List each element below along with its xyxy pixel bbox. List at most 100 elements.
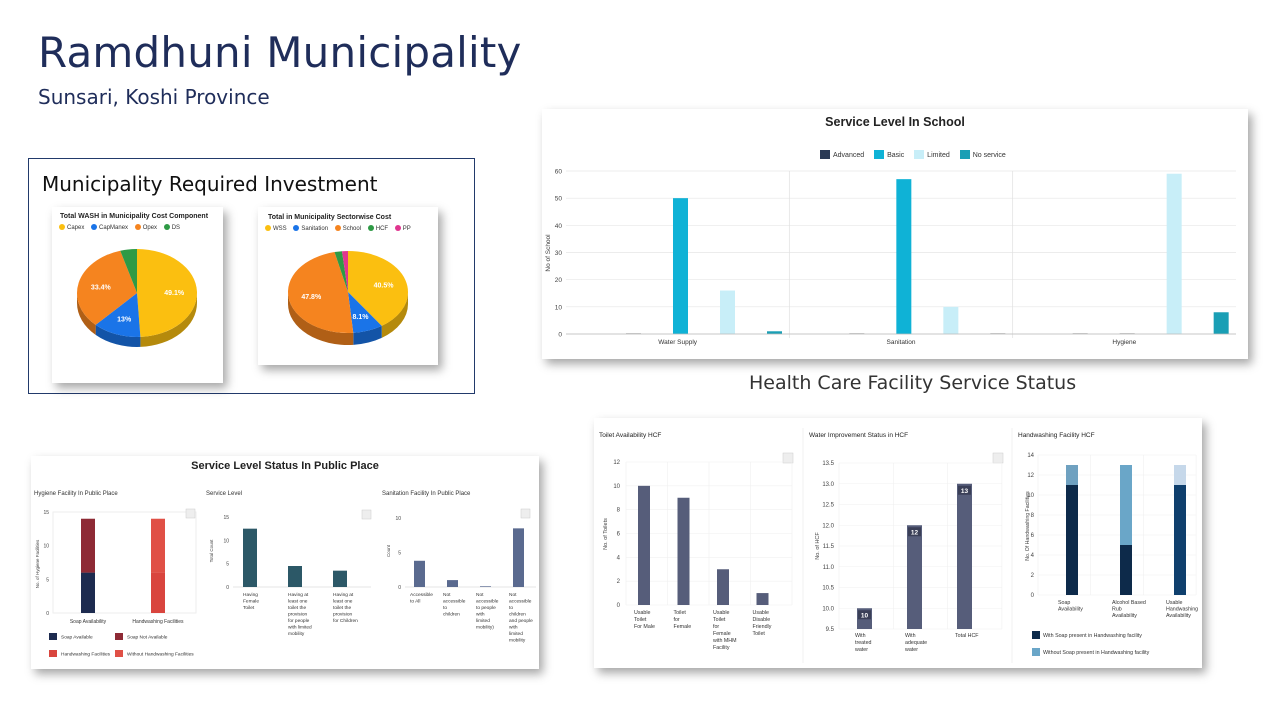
y-tick-label: 12	[1027, 473, 1034, 479]
pie-slice	[341, 251, 348, 292]
x-tick-label: Toilet	[713, 617, 726, 623]
bar	[151, 572, 165, 613]
x-tick-label: limited	[509, 631, 523, 637]
legend-dot	[367, 225, 374, 231]
bar	[243, 528, 257, 587]
y-tick-label: 10	[613, 484, 620, 490]
pie-slice	[288, 252, 354, 333]
y-tick-label: 11.5	[823, 544, 835, 550]
bar	[896, 179, 912, 334]
legend-label: WSS	[273, 226, 287, 232]
bar	[943, 306, 959, 334]
legend-label: Handwashing Facilities	[61, 652, 111, 658]
bar	[1120, 465, 1132, 545]
y-tick-label: 12	[613, 460, 620, 466]
pie-value-label: 49.1%	[164, 290, 185, 297]
pie-value-label: 13%	[117, 317, 132, 324]
legend-swatch	[1032, 648, 1040, 656]
bar	[1166, 173, 1182, 334]
pie-slice	[95, 293, 141, 337]
x-tick-label: adequate	[905, 640, 927, 646]
x-tick-label: water	[905, 647, 918, 653]
x-tick-label: Not	[476, 592, 484, 598]
x-tick-label: Not	[443, 592, 451, 598]
legend-swatch	[115, 633, 123, 640]
bar	[767, 331, 782, 334]
legend-dot	[293, 225, 300, 231]
x-tick-label: for	[674, 617, 680, 623]
bar	[638, 485, 650, 605]
legend-label: Limited	[927, 152, 950, 159]
x-tick-label: Total HCF	[955, 633, 979, 639]
bar	[1174, 485, 1186, 595]
x-tick-label: Availability	[1058, 607, 1083, 613]
x-tick-label: Toilet	[634, 617, 647, 623]
y-tick-label: 40	[555, 223, 563, 230]
x-tick-label: Toilet	[753, 631, 766, 637]
legend-dot	[91, 224, 98, 230]
bar	[677, 497, 690, 605]
x-tick-label: Disable	[753, 617, 771, 623]
x-tick-label: mobility	[509, 638, 526, 644]
x-tick-label: least one	[333, 599, 353, 605]
y-axis-label: No of School	[545, 234, 552, 272]
x-tick-label: to	[509, 605, 513, 611]
data-label-bg	[858, 610, 871, 620]
x-tick-label: Alcohol Based	[1112, 600, 1146, 606]
y-tick-label: 10	[1027, 493, 1034, 499]
legend-label: Without Handwashing Facilities	[127, 652, 194, 658]
pie-side	[381, 292, 408, 338]
legend-label: No service	[972, 152, 1006, 159]
x-tick-label: toilet the	[333, 605, 351, 611]
x-tick-label: Toilet	[674, 610, 687, 616]
pie-value-label: 33.4%	[91, 285, 112, 292]
y-tick-label: 15	[43, 510, 49, 516]
x-tick-label: Usable	[1166, 600, 1183, 606]
x-tick-label: to All	[410, 599, 420, 605]
page-subtitle: Sunsari, Koshi Province	[38, 85, 270, 109]
y-tick-label: 5	[398, 551, 401, 557]
data-label-bg	[908, 527, 921, 537]
school-chart-title: Service Level In School	[825, 115, 965, 129]
pie-legend-cost: Capex CapManex Opex DS	[54, 224, 180, 231]
legend-dot	[334, 225, 341, 231]
x-tick-label: treated	[855, 640, 872, 646]
public-place-title: Service Level Status In Public Place	[191, 460, 379, 472]
legend-swatch	[49, 650, 57, 657]
y-tick-label: 0	[558, 332, 562, 339]
pie-title-cost: Total WASH in Municipality Cost Componen…	[60, 213, 209, 220]
y-tick-label: 10	[43, 544, 49, 550]
x-tick-label: Soap Availability	[70, 619, 107, 625]
x-tick-label: for	[713, 624, 719, 630]
bar	[1120, 545, 1132, 595]
plot-frame	[52, 511, 197, 614]
y-tick-label: 8	[617, 508, 621, 514]
y-tick-label: 6	[617, 532, 621, 538]
x-tick-label: accessible	[443, 599, 466, 605]
pie-card-cost: Total WASH in Municipality Cost Componen…	[52, 207, 223, 383]
pp-hygiene-title: Hygiene Facility In Public Place	[34, 491, 118, 497]
public-place-card: Service Level Status In Public Place Hyg…	[31, 456, 539, 669]
y-tick-label: 10	[223, 538, 229, 544]
x-tick-label: accessible	[509, 599, 532, 605]
pie-slice	[137, 249, 198, 337]
data-label-bg	[958, 485, 971, 495]
pie-side	[353, 325, 382, 345]
legend-label: School	[342, 226, 362, 232]
y-tick-label: 13.5	[822, 461, 834, 467]
y-tick-label: 20	[555, 277, 563, 284]
legend-label: Advanced	[833, 152, 865, 159]
x-tick-label: Soap	[1058, 600, 1070, 606]
y-tick-label: 4	[617, 555, 621, 561]
y-axis-label: No. of HCF	[815, 532, 821, 560]
x-tick-label: Sanitation	[887, 339, 916, 346]
y-tick-label: 0	[226, 585, 229, 591]
x-tick-label: for people	[288, 618, 310, 624]
x-tick-label: with	[476, 612, 485, 618]
bar	[288, 566, 302, 587]
y-tick-label: 10.0	[822, 606, 834, 612]
y-tick-label: 13.0	[822, 482, 834, 488]
pie-value-label: 47.8%	[301, 294, 322, 301]
y-tick-label: 30	[555, 250, 563, 257]
legend-swatch	[1032, 631, 1040, 639]
